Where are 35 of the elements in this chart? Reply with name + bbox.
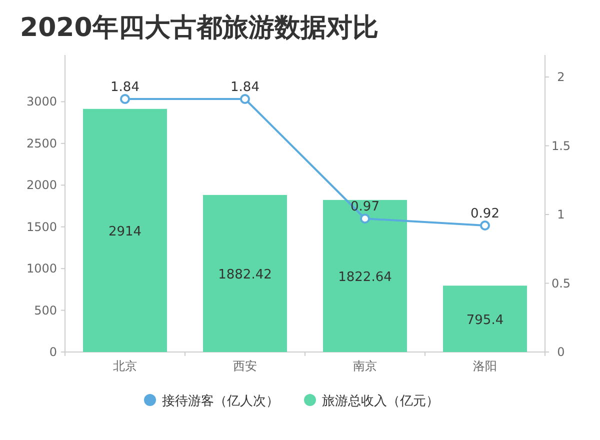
data-label: 1882.42 (218, 267, 272, 282)
bar (203, 194, 287, 352)
legend-label: 接待游客（亿人次） (162, 393, 279, 409)
y-tick-label: 2000 (26, 178, 57, 192)
y2-tick-label: 1.5 (551, 138, 571, 153)
y-tick-label: 500 (34, 303, 57, 318)
y2-tick-label: 2 (557, 70, 565, 84)
point (120, 94, 130, 104)
y-tick-label: 0 (49, 345, 57, 359)
y2-tick-label: 1 (557, 208, 565, 222)
y-tick-label: 1000 (26, 262, 57, 276)
x-tick-label: 西安 (233, 359, 257, 373)
point (240, 94, 250, 104)
y2-tick-label: 0 (557, 345, 565, 359)
data-label: 795.4 (466, 312, 504, 328)
y-tick-label: 3000 (26, 94, 57, 109)
data-label: 0.97 (350, 200, 380, 215)
bar (83, 108, 167, 352)
y-tick-label: 1500 (26, 220, 57, 234)
data-label: 0.92 (470, 206, 500, 222)
data-label: 2914 (108, 224, 142, 240)
point (360, 214, 370, 224)
bar (323, 200, 407, 352)
legend-label: 旅游总收入（亿元） (322, 394, 439, 409)
data-label: 1.84 (110, 80, 140, 95)
y-tick-label: 2500 (26, 136, 57, 150)
data-label: 1.84 (230, 80, 260, 95)
x-tick-label: 南京 (353, 359, 377, 373)
point (480, 220, 490, 230)
x-tick-label: 北京 (113, 359, 137, 373)
data-label: 1822.64 (338, 270, 392, 285)
y2-tick-label: 0.5 (551, 276, 571, 290)
chart-title: 2020年四大古都旅游数据对比 (20, 13, 378, 43)
bar (443, 286, 527, 352)
x-tick-label: 洛阳 (473, 359, 497, 373)
